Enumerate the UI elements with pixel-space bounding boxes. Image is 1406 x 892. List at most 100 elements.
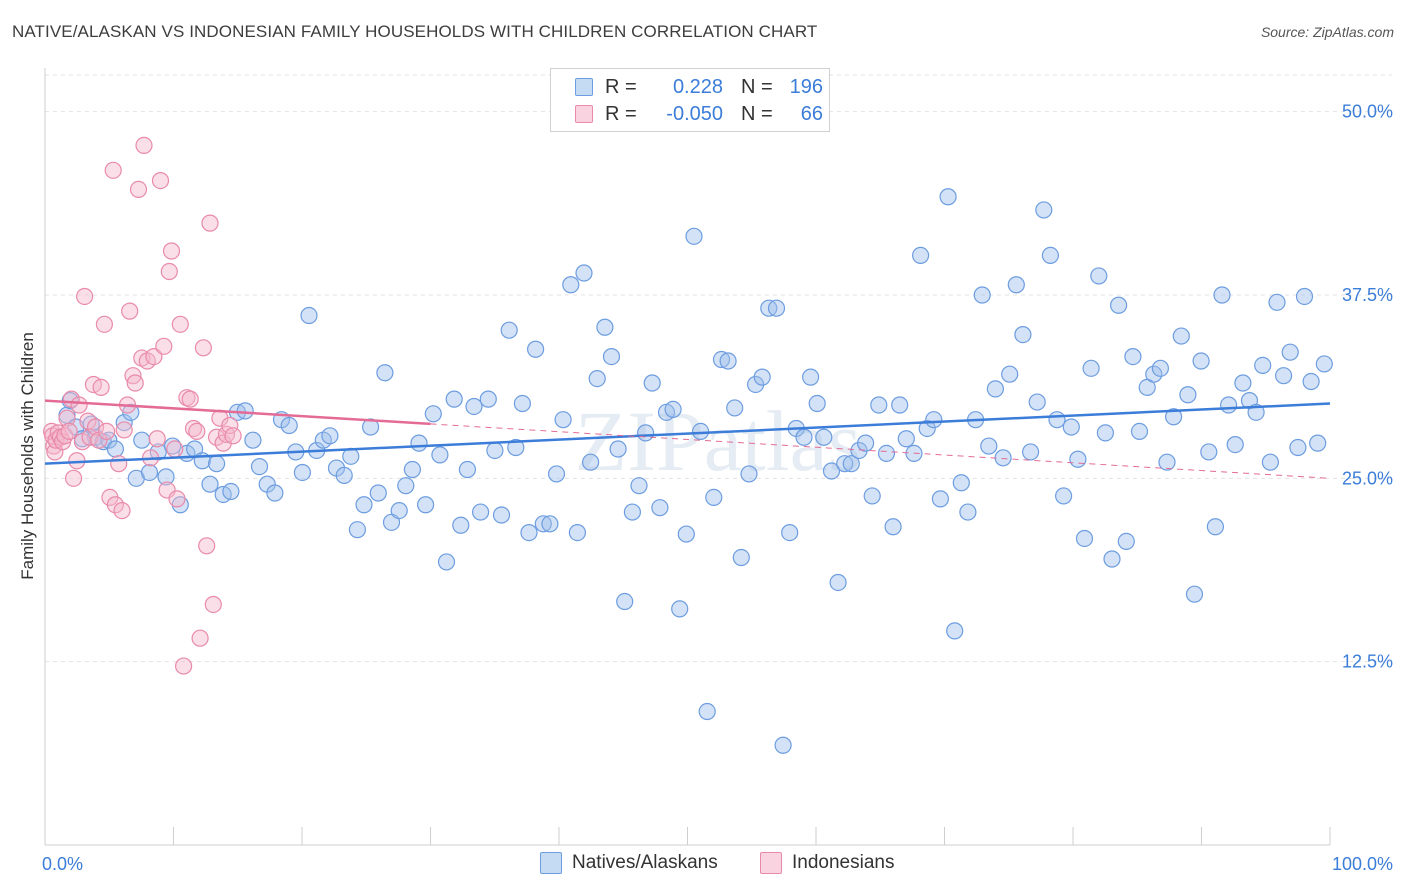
data-point <box>1254 356 1272 374</box>
data-point <box>520 523 538 542</box>
y-tick-label: 25.0% <box>1342 468 1393 488</box>
data-point <box>390 502 408 520</box>
data-point <box>492 506 511 524</box>
y-tick-label: 50.0% <box>1342 102 1393 122</box>
data-point <box>719 352 737 370</box>
data-point <box>952 474 970 492</box>
data-point <box>547 465 566 483</box>
data-point <box>500 321 518 339</box>
data-point <box>97 422 116 440</box>
data-point <box>188 422 206 440</box>
trend-lines <box>44 399 1331 479</box>
data-point <box>162 242 181 260</box>
data-point <box>70 396 88 414</box>
data-point <box>1206 518 1225 536</box>
data-point <box>856 434 875 452</box>
data-point <box>160 262 178 281</box>
data-point <box>110 455 128 473</box>
data-point <box>513 394 532 413</box>
data-point <box>280 416 298 435</box>
data-point <box>1234 374 1252 392</box>
trend-line-natives <box>44 402 1331 465</box>
legend-r-value: 0.228 <box>672 75 723 98</box>
data-point <box>129 180 148 198</box>
data-point <box>897 430 915 448</box>
data-point <box>1062 418 1080 436</box>
data-point <box>562 276 580 294</box>
data-point <box>726 399 744 417</box>
data-point <box>1219 396 1238 414</box>
legend-row-indonesians: R = -0.050 N = 66 <box>575 101 823 127</box>
data-point <box>891 396 909 414</box>
data-point <box>1315 355 1333 373</box>
data-point <box>842 455 860 473</box>
bottom-legend-label-natives: Natives/Alaskans <box>572 852 718 873</box>
bottom-legend-indonesians: Indonesians <box>760 852 894 874</box>
data-point <box>507 438 525 457</box>
data-point <box>250 458 269 476</box>
data-point <box>753 368 771 386</box>
data-point <box>155 337 173 355</box>
data-point <box>1289 438 1307 457</box>
data-point <box>1309 434 1327 452</box>
data-point <box>145 348 163 366</box>
data-point <box>677 525 695 543</box>
data-point <box>643 374 661 392</box>
data-point <box>691 422 710 440</box>
data-point <box>836 455 854 473</box>
data-point <box>1007 276 1025 294</box>
data-point <box>651 499 669 517</box>
data-point <box>596 318 614 336</box>
data-point <box>712 350 731 369</box>
tick-labels: 12.5% 25.0% 37.5% 50.0% 0.0% 100.0% <box>42 102 1393 874</box>
data-point <box>870 396 888 414</box>
data-point <box>994 449 1012 467</box>
data-point <box>973 286 991 304</box>
data-point <box>106 440 125 458</box>
data-point <box>931 490 950 508</box>
data-point <box>201 214 219 232</box>
data-point <box>767 299 786 317</box>
legend-swatch-natives <box>575 78 593 96</box>
data-point <box>1130 422 1149 440</box>
data-point <box>486 441 504 460</box>
data-point <box>1001 365 1019 383</box>
data-point <box>194 339 212 357</box>
y-tick-label: 12.5% <box>1342 652 1393 672</box>
data-point <box>348 521 366 539</box>
data-point <box>1295 287 1314 306</box>
data-point <box>113 502 131 520</box>
legend-r-label: R = <box>605 75 637 98</box>
data-point <box>445 390 463 408</box>
data-point <box>623 503 642 521</box>
data-point <box>1096 424 1115 442</box>
data-point <box>1090 267 1108 285</box>
data-point <box>397 477 415 495</box>
data-point <box>1014 326 1032 344</box>
data-point <box>148 430 166 448</box>
data-point <box>1041 246 1060 264</box>
data-point <box>1151 359 1170 377</box>
data-point <box>458 460 476 479</box>
series-indonesians <box>42 136 242 675</box>
data-point <box>526 340 545 358</box>
data-point <box>774 736 792 754</box>
data-point <box>133 431 151 449</box>
data-point <box>266 484 284 502</box>
data-point <box>1054 487 1073 505</box>
data-point <box>1179 386 1197 404</box>
data-point <box>822 462 841 480</box>
data-point <box>181 390 199 408</box>
data-point <box>204 595 222 614</box>
data-point <box>1274 367 1293 385</box>
bottom-legend-label-indonesians: Indonesians <box>792 852 895 873</box>
data-point <box>581 453 600 471</box>
data-point <box>175 657 193 675</box>
data-point <box>541 515 559 533</box>
data-point <box>236 402 254 420</box>
data-point <box>884 518 902 536</box>
data-point <box>829 573 847 592</box>
data-point <box>1158 453 1176 471</box>
trend-line-indonesians-extension <box>430 423 1331 479</box>
bottom-legend-natives: Natives/Alaskans <box>540 852 718 874</box>
